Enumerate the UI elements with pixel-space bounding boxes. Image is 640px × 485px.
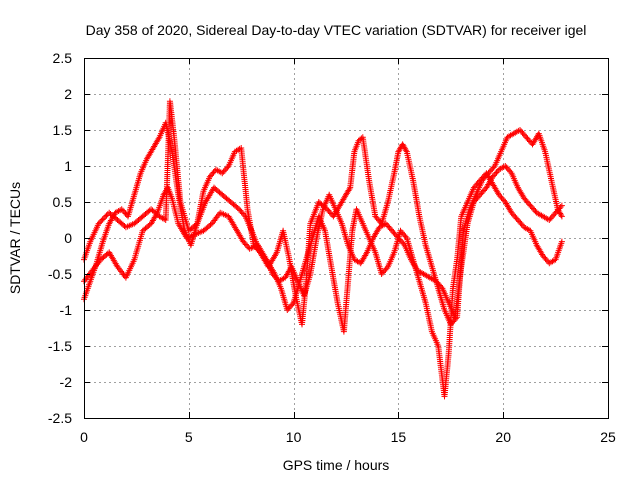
y-tick-label: -1 [60, 302, 73, 318]
data-point [558, 213, 565, 220]
y-tick-label: 2.5 [53, 50, 73, 66]
data-point [100, 215, 107, 222]
data-point [400, 240, 407, 247]
y-tick-label: -2.5 [48, 410, 72, 426]
data-point [383, 265, 390, 272]
data-point [224, 164, 231, 171]
x-tick-label: 20 [495, 429, 511, 445]
data-point [385, 223, 392, 230]
data-point [99, 216, 106, 223]
data-point [346, 186, 353, 192]
data-point [435, 281, 442, 288]
data-point [438, 284, 445, 290]
x-tick-label: 10 [286, 429, 302, 445]
x-tick-label: 15 [391, 429, 407, 445]
data-point [103, 212, 110, 219]
y-tick-label: 1.5 [53, 122, 73, 138]
data-point [492, 170, 499, 177]
y-tick-label: 0.5 [53, 194, 73, 210]
data-point [490, 164, 497, 171]
data-point [551, 211, 558, 218]
data-point [234, 205, 241, 211]
series-track-c [81, 119, 565, 321]
data-point [488, 167, 494, 174]
data-point [269, 271, 276, 277]
data-point [207, 221, 214, 228]
data-point [402, 233, 409, 240]
y-axis-label: SDTVAR / TECUs [7, 182, 23, 294]
data-point [289, 301, 296, 308]
data-point [98, 217, 105, 224]
y-tick-label: -1.5 [48, 338, 72, 354]
data-point [262, 255, 269, 262]
data-point [527, 202, 534, 209]
x-tick-label: 5 [185, 429, 193, 445]
data-point [372, 213, 379, 220]
series-track-b [81, 170, 565, 400]
data-point [558, 238, 565, 245]
data-marks [81, 98, 565, 400]
x-axis-label: GPS time / hours [283, 457, 390, 473]
data-point [558, 212, 564, 218]
data-point [452, 315, 459, 322]
data-point [219, 170, 226, 177]
y-tick-label: 1 [64, 158, 72, 174]
y-tick-label: 0 [64, 230, 72, 246]
data-point [381, 268, 388, 275]
data-point [507, 168, 514, 175]
tick-layer: 0 5 10 15 20 25 -2.5 -2 -1.5 -1 -0.5 0 0.5 1 1.5 2 2.5 [48, 50, 616, 445]
data-point [394, 233, 401, 240]
data-point [121, 209, 128, 216]
y-tick-label: -2 [60, 374, 73, 390]
chart-title: Day 358 of 2020, Sidereal Day-to-day VTE… [86, 22, 587, 38]
x-tick-label: 0 [80, 429, 88, 445]
data-point [102, 213, 109, 220]
data-point [477, 191, 484, 198]
x-tick-label: 25 [600, 429, 616, 445]
data-point [557, 204, 564, 210]
data-point [97, 219, 103, 226]
data-point [477, 177, 484, 184]
data-point [542, 255, 549, 262]
data-point [402, 147, 409, 154]
data-point [95, 220, 102, 227]
y-tick-label: -0.5 [48, 266, 72, 282]
y-tick-label: 2 [64, 86, 72, 102]
data-point [558, 202, 565, 209]
